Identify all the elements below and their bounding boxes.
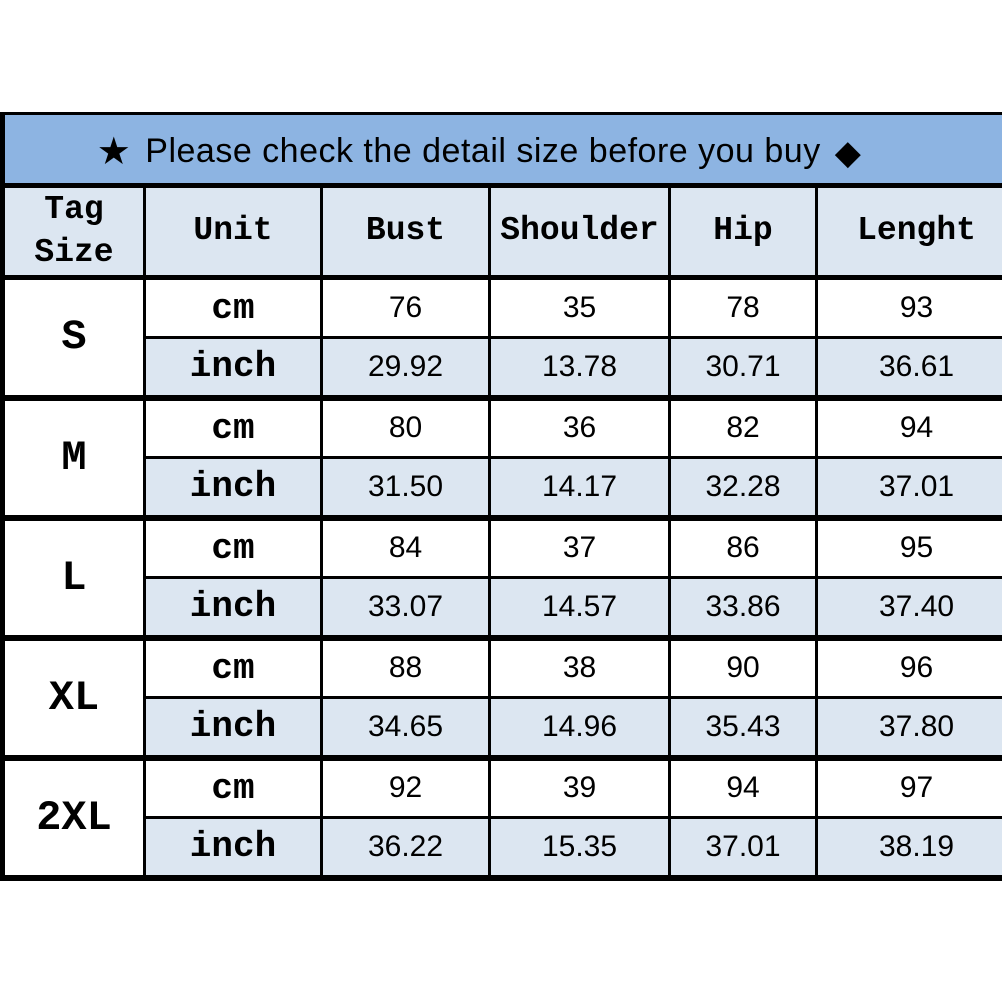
measurement-value: 15.35 xyxy=(488,816,671,881)
measurement-value: 82 xyxy=(668,396,818,459)
measurement-value: 14.57 xyxy=(488,576,671,641)
measurement-value: 94 xyxy=(814,396,1002,459)
unit-label-inch: inch xyxy=(143,576,323,641)
measurement-value: 38.19 xyxy=(814,816,1002,881)
measurement-value: 35.43 xyxy=(668,696,818,761)
measurement-value: 37.01 xyxy=(814,456,1002,521)
measurement-value: 94 xyxy=(668,756,818,819)
measurement-value: 38 xyxy=(488,636,671,699)
column-header-unit: Unit xyxy=(143,184,323,280)
size-label-s: S xyxy=(0,276,146,401)
size-chart-table: ★ Please check the detail size before you… xyxy=(0,112,1002,881)
table-row-2xl-inch: inch 36.22 15.35 37.01 38.19 xyxy=(3,816,1002,881)
measurement-value: 96 xyxy=(814,636,1002,699)
measurement-value: 14.17 xyxy=(488,456,671,521)
size-label-l: L xyxy=(0,516,146,641)
unit-label-inch: inch xyxy=(143,696,323,761)
column-header-shoulder: Shoulder xyxy=(488,184,671,280)
column-header-lenght: Lenght xyxy=(814,184,1002,280)
measurement-value: 32.28 xyxy=(668,456,818,521)
measurement-value: 36.61 xyxy=(814,336,1002,401)
size-label-2xl: 2XL xyxy=(0,756,146,881)
banner-row: ★ Please check the detail size before you… xyxy=(0,112,1002,188)
measurement-value: 80 xyxy=(320,396,491,459)
measurement-value: 93 xyxy=(814,276,1002,339)
star-icon: ★ xyxy=(96,130,132,173)
measurement-value: 37.80 xyxy=(814,696,1002,761)
measurement-value: 33.07 xyxy=(320,576,491,641)
table-row-xl-inch: inch 34.65 14.96 35.43 37.80 xyxy=(3,696,1002,761)
banner-text: Please check the detail size before you … xyxy=(145,131,821,170)
size-label-xl: XL xyxy=(0,636,146,761)
measurement-value: 97 xyxy=(814,756,1002,819)
measurement-value: 29.92 xyxy=(320,336,491,401)
measurement-value: 14.96 xyxy=(488,696,671,761)
measurement-value: 35 xyxy=(488,276,671,339)
table-row-l-inch: inch 33.07 14.57 33.86 37.40 xyxy=(3,576,1002,641)
table-row-l-cm: L cm 84 37 86 95 xyxy=(0,516,1002,641)
banner: ★ Please check the detail size before you… xyxy=(0,112,1002,188)
header-row: Tag Size Unit Bust Shoulder Hip Lenght xyxy=(0,184,1002,280)
measurement-value: 39 xyxy=(488,756,671,819)
unit-label-cm: cm xyxy=(143,516,323,579)
measurement-value: 76 xyxy=(320,276,491,339)
measurement-value: 30.71 xyxy=(668,336,818,401)
measurement-value: 90 xyxy=(668,636,818,699)
measurement-value: 37.01 xyxy=(668,816,818,881)
unit-label-cm: cm xyxy=(143,756,323,819)
table-row-s-cm: S cm 76 35 78 93 xyxy=(0,276,1002,401)
unit-label-cm: cm xyxy=(143,396,323,459)
measurement-value: 86 xyxy=(668,516,818,579)
measurement-value: 92 xyxy=(320,756,491,819)
column-header-hip: Hip xyxy=(668,184,818,280)
measurement-value: 34.65 xyxy=(320,696,491,761)
unit-label-inch: inch xyxy=(143,816,323,881)
measurement-value: 37.40 xyxy=(814,576,1002,641)
unit-label-cm: cm xyxy=(143,276,323,339)
measurement-value: 36 xyxy=(488,396,671,459)
unit-label-inch: inch xyxy=(143,336,323,401)
column-header-bust: Bust xyxy=(320,184,491,280)
table-row-xl-cm: XL cm 88 38 90 96 xyxy=(0,636,1002,761)
diamond-icon: ◆ xyxy=(834,133,862,172)
unit-label-inch: inch xyxy=(143,456,323,521)
measurement-value: 78 xyxy=(668,276,818,339)
table-row-2xl-cm: 2XL cm 92 39 94 97 xyxy=(0,756,1002,881)
measurement-value: 84 xyxy=(320,516,491,579)
table-row-m-cm: M cm 80 36 82 94 xyxy=(0,396,1002,521)
measurement-value: 13.78 xyxy=(488,336,671,401)
table-row-m-inch: inch 31.50 14.17 32.28 37.01 xyxy=(3,456,1002,521)
measurement-value: 31.50 xyxy=(320,456,491,521)
table-row-s-inch: inch 29.92 13.78 30.71 36.61 xyxy=(3,336,1002,401)
size-label-m: M xyxy=(0,396,146,521)
measurement-value: 36.22 xyxy=(320,816,491,881)
measurement-value: 95 xyxy=(814,516,1002,579)
measurement-value: 37 xyxy=(488,516,671,579)
unit-label-cm: cm xyxy=(143,636,323,699)
measurement-value: 33.86 xyxy=(668,576,818,641)
measurement-value: 88 xyxy=(320,636,491,699)
column-header-tag-size: Tag Size xyxy=(0,184,146,280)
